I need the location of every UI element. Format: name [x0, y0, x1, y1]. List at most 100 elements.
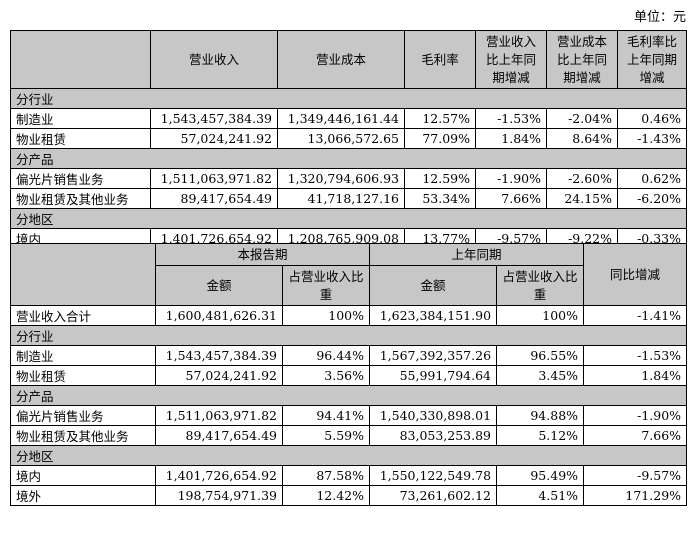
row-label-cell: 境内 — [10, 465, 156, 486]
row-label-cell: 制造业 — [10, 345, 156, 366]
value-cell: 0.46% — [617, 108, 687, 129]
row-label-cell: 物业租赁及其他业务 — [10, 188, 151, 209]
value-cell: 1,401,726,654.92 — [155, 465, 283, 486]
value-cell: 1,600,481,626.31 — [155, 305, 283, 326]
value-cell: 1,511,063,971.82 — [155, 405, 283, 426]
table-row: 境内 1,401,726,654.92 87.58% 1,550,122,549.78… — [10, 465, 688, 486]
value-cell: 1,540,330,898.01 — [369, 405, 498, 426]
table-row: 制造业 1,543,457,384.39 1,349,446,161.44 12.57… — [10, 108, 687, 129]
value-cell: -1.43% — [617, 128, 687, 149]
value-cell: 100% — [496, 305, 585, 326]
value-cell: 1.84% — [475, 128, 547, 149]
value-cell: 7.66% — [583, 425, 688, 446]
value-cell: -9.57% — [583, 465, 688, 486]
value-cell: 3.45% — [496, 365, 585, 386]
value-cell: 1,511,063,971.82 — [150, 168, 278, 189]
table-row: 物业租赁及其他业务 89,417,654.49 41,718,127.16 53.34… — [10, 188, 687, 209]
section-header-row: 分产品 — [10, 148, 687, 169]
header-prior-amount: 金额 — [369, 265, 498, 306]
value-cell: 1,320,794,606.93 — [277, 168, 405, 189]
table-row: 物业租赁 57,024,241.92 3.56% 55,991,794.64 3.45%… — [10, 365, 688, 386]
value-cell: 94.88% — [496, 405, 585, 426]
value-cell: 0.62% — [617, 168, 687, 189]
value-cell: 87.58% — [281, 465, 371, 486]
value-cell: 24.15% — [546, 188, 618, 209]
header-prior-period: 上年同期 — [369, 243, 585, 266]
section-header-row: 分行业 — [9, 325, 688, 346]
value-cell: 1,349,446,161.44 — [277, 108, 405, 129]
table-row: 物业租赁及其他业务 89,417,654.49 5.59% 83,053,253.89… — [10, 425, 688, 446]
unit-label: 单位：元 — [633, 10, 686, 25]
value-cell: 12.57% — [404, 108, 476, 129]
value-cell: -2.60% — [546, 168, 618, 189]
header-revenue-yoy: 营业收入比上年同期增减 — [475, 30, 547, 89]
value-cell: 1,543,457,384.39 — [150, 108, 278, 129]
row-label-cell: 物业租赁及其他业务 — [10, 425, 156, 446]
value-cell: 12.42% — [281, 485, 371, 506]
header-current-amount: 金额 — [155, 265, 283, 306]
value-cell: 55,991,794.64 — [369, 365, 498, 386]
header-margin-yoy: 毛利率比上年同期增减 — [617, 30, 687, 89]
table1-body: 分行业 制造业 1,543,457,384.39 1,349,446,161.44 12… — [10, 88, 687, 269]
value-cell: 3.56% — [281, 365, 371, 386]
value-cell: 1.84% — [583, 365, 688, 386]
value-cell: 73,261,602.12 — [369, 485, 498, 506]
value-cell: 95.49% — [496, 465, 585, 486]
value-cell: 96.55% — [496, 345, 585, 366]
table2-header-row-2: 金额 占营业收入比重 金额 占营业收入比重 — [11, 265, 687, 306]
value-cell: 53.34% — [404, 188, 476, 209]
table-row: 制造业 1,543,457,384.39 96.44% 1,567,392,357.2… — [10, 345, 688, 366]
value-cell: 1,567,392,357.26 — [369, 345, 498, 366]
revenue-composition-table: 本报告期 上年同期 同比增减 金额 占营业收入比重 金额 占营业收入比重 营业收… — [9, 243, 688, 506]
row-label-cell: 偏光片销售业务 — [10, 405, 156, 426]
value-cell: 12.59% — [404, 168, 476, 189]
value-cell: 4.51% — [496, 485, 585, 506]
table-row: 偏光片销售业务 1,511,063,971.82 1,320,794,606.93 1… — [10, 168, 687, 189]
value-cell: 1,543,457,384.39 — [155, 345, 283, 366]
section-label: 分产品 — [10, 148, 687, 169]
value-cell: 5.12% — [496, 425, 585, 446]
row-label-cell: 境外 — [10, 485, 156, 506]
value-cell: -1.53% — [583, 345, 688, 366]
table2-header-row-1: 本报告期 上年同期 同比增减 — [10, 243, 688, 306]
section-header-row: 分地区 — [9, 445, 688, 466]
value-cell: -6.20% — [617, 188, 687, 209]
value-cell: 198,754,971.39 — [155, 485, 283, 506]
value-cell: 77.09% — [404, 128, 476, 149]
value-cell: 89,417,654.49 — [155, 425, 283, 446]
table2-header-blank — [10, 243, 156, 306]
value-cell: -1.90% — [475, 168, 547, 189]
value-cell: 100% — [281, 305, 371, 326]
value-cell: 8.64% — [546, 128, 618, 149]
section-header-row: 分地区 — [10, 208, 687, 229]
value-cell: 83,053,253.89 — [369, 425, 498, 446]
value-cell: 57,024,241.92 — [150, 128, 278, 149]
value-cell: 94.41% — [281, 405, 371, 426]
section-label: 分地区 — [9, 445, 688, 466]
section-label: 分产品 — [9, 385, 688, 406]
value-cell: -1.53% — [475, 108, 547, 129]
header-yoy-change: 同比增减 — [583, 243, 688, 306]
value-cell: -1.90% — [583, 405, 688, 426]
header-gross-margin: 毛利率 — [404, 30, 476, 89]
row-label-cell: 营业收入合计 — [10, 305, 156, 326]
table-row: 营业收入合计 1,600,481,626.31 100% 1,623,384,151.… — [10, 305, 688, 326]
row-label-cell: 物业租赁 — [10, 128, 151, 149]
header-current-share: 占营业收入比重 — [281, 265, 371, 306]
table-row: 偏光片销售业务 1,511,063,971.82 94.41% 1,540,330,8… — [10, 405, 688, 426]
value-cell: 96.44% — [281, 345, 371, 366]
value-cell: 41,718,127.16 — [277, 188, 405, 209]
value-cell: 1,550,122,549.78 — [369, 465, 498, 486]
section-label: 分地区 — [10, 208, 687, 229]
segment-margin-table: 营业收入 营业成本 毛利率 营业收入比上年同期增减 营业成本比上年同期增减 毛利… — [10, 30, 687, 269]
value-cell: 1,623,384,151.90 — [369, 305, 498, 326]
section-header-row: 分产品 — [9, 385, 688, 406]
header-prior-share: 占营业收入比重 — [496, 265, 585, 306]
value-cell: 7.66% — [475, 188, 547, 209]
value-cell: 13,066,572.65 — [277, 128, 405, 149]
row-label-cell: 物业租赁 — [10, 365, 156, 386]
value-cell: 5.59% — [281, 425, 371, 446]
section-header-row: 分行业 — [10, 88, 687, 109]
row-label-cell: 偏光片销售业务 — [10, 168, 151, 189]
header-cost-yoy: 营业成本比上年同期增减 — [546, 30, 618, 89]
